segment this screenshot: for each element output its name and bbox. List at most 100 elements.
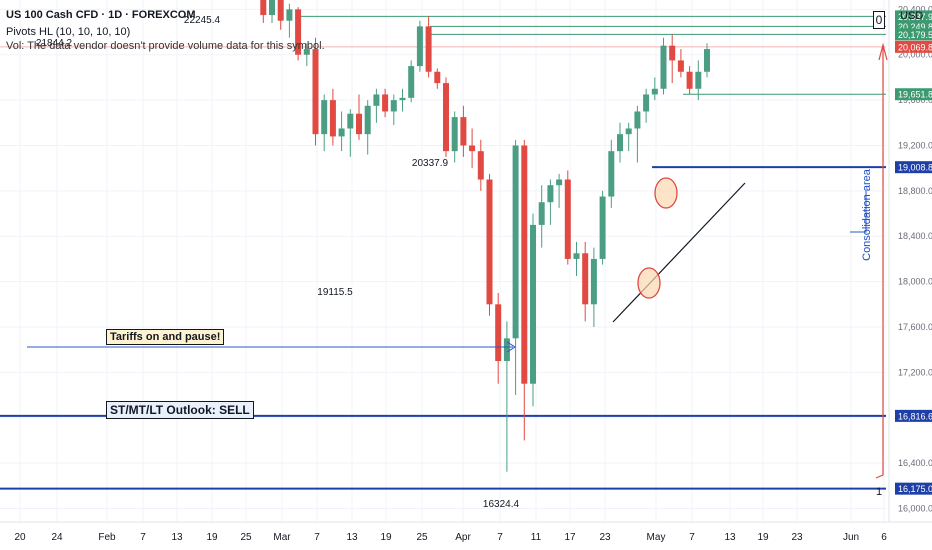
currency-label[interactable]: USD: [900, 10, 924, 22]
volume-indicator-label[interactable]: Vol: The data vendor doesn't provide vol…: [6, 40, 325, 52]
candle-down: [477, 151, 484, 180]
candle-up: [451, 117, 458, 152]
pivot-label: 19115.5: [317, 287, 353, 298]
price-tag-label: 20,249.8: [898, 22, 932, 32]
pivot-label: 22245.4: [184, 15, 221, 26]
zero-badge: 0: [873, 11, 885, 29]
time-tick-label: 13: [171, 532, 183, 543]
price-tick-label: 18,400.0: [898, 231, 932, 241]
price-tick-label: 16,400.0: [898, 458, 932, 468]
candle-up: [321, 100, 328, 135]
outlook-annotation: ST/MT/LT Outlook: SELL: [106, 401, 254, 419]
candle-down: [677, 60, 684, 72]
candle-down: [260, 0, 267, 16]
pivot-label: 20337.9: [412, 158, 449, 169]
time-tick-label: 6: [881, 532, 887, 543]
candle-up: [408, 66, 415, 98]
price-tag-label: 19,008.8: [898, 163, 932, 173]
candle-up: [651, 88, 658, 95]
time-tick-label: 7: [140, 532, 146, 543]
time-tick-label: 24: [51, 532, 63, 543]
candle-up: [695, 71, 702, 89]
time-tick-label: Mar: [273, 532, 291, 543]
time-tick-label: 23: [599, 532, 611, 543]
price-tick-label: 20,400.0: [898, 4, 932, 14]
candle-up: [338, 128, 345, 137]
candle-down: [460, 117, 467, 146]
candle-down: [582, 253, 589, 305]
price-tag-label: 19,651.8: [898, 90, 932, 100]
candle-down: [434, 71, 441, 84]
price-tag: [895, 161, 932, 174]
candle-down: [295, 9, 302, 55]
candle-up: [347, 113, 354, 129]
price-tag: [895, 409, 932, 422]
candle-up: [364, 105, 371, 135]
time-tick-label: Feb: [98, 532, 116, 543]
price-tag: [895, 10, 932, 23]
highlight-circle: [654, 177, 678, 209]
candle-up: [399, 97, 406, 101]
candle-down: [686, 71, 693, 89]
candle-down: [486, 179, 493, 305]
pivot-label: 16324.4: [483, 499, 520, 510]
candle-up: [530, 224, 536, 384]
projection-line: [875, 45, 884, 479]
price-axis-background: [889, 0, 932, 522]
highlight-circle: [637, 267, 661, 299]
price-tag-label: 20,337.9: [898, 12, 932, 22]
candle-up: [590, 258, 597, 305]
candle-down: [312, 49, 319, 135]
candle-up: [556, 179, 563, 186]
time-tick-label: 19: [380, 532, 392, 543]
price-tag-label: 20,069.8: [898, 42, 932, 52]
price-tick-label: 19,200.0: [898, 140, 932, 150]
time-tick-label: 13: [724, 532, 736, 543]
candle-down: [443, 83, 449, 152]
symbol-title[interactable]: US 100 Cash CFD · 1D · FOREXCOM: [6, 9, 196, 21]
price-tag-label: 20,179.5: [898, 30, 932, 40]
tariffs-annotation: Tariffs on and pause!: [106, 329, 225, 345]
candle-up: [643, 94, 650, 112]
candle-down: [356, 113, 362, 135]
price-tick-label: 18,800.0: [898, 186, 932, 196]
pivot-labels: 21844.2 22245.4 20337.9 19115.5 16324.4: [36, 15, 520, 510]
price-tag: [895, 28, 932, 41]
time-tick-label: 7: [497, 532, 503, 543]
trend-line: [612, 182, 746, 323]
price-tick-label: 17,600.0: [898, 322, 932, 332]
candle-up: [512, 145, 519, 339]
candle-up: [599, 196, 606, 259]
candle-up: [625, 128, 632, 135]
candle-up: [373, 94, 380, 106]
pivots-indicator-label[interactable]: Pivots HL (10, 10, 10, 10): [6, 26, 131, 38]
projection-arrow: [878, 42, 888, 61]
time-tick-label: 7: [314, 532, 320, 543]
candle-down: [382, 94, 389, 112]
candle-up: [704, 49, 710, 72]
time-tick-label: 13: [346, 532, 358, 543]
candle-up: [416, 26, 423, 67]
price-tick-label: 18,000.0: [898, 277, 932, 287]
time-axis[interactable]: 20 24 Feb 7 13 19 25 Mar 7 13 19 25 Apr 7 11 17 23 May 7 13…: [0, 521, 932, 550]
candle-down: [521, 145, 528, 384]
candlestick-series: [260, 0, 710, 472]
arrow-head: [506, 341, 516, 353]
time-tick-label: Jun: [843, 532, 859, 543]
price-tag-label: 16,175.0: [898, 484, 932, 494]
price-tag: [895, 482, 932, 495]
price-axis[interactable]: 16,000.016,400.016,800.017,200.017,600.0…: [888, 0, 932, 522]
time-axis-background: [0, 522, 932, 550]
time-tick-label: 19: [206, 532, 218, 543]
candle-up: [303, 49, 310, 55]
candle-up: [538, 202, 545, 225]
chart-drawings: [27, 42, 888, 479]
one-badge: 1: [876, 486, 883, 498]
candle-down: [277, 0, 284, 21]
time-tick-label: 11: [531, 532, 542, 543]
candle-up: [547, 185, 554, 203]
time-tick-label: 20: [14, 532, 26, 543]
consolidation-area-label: Consolidation area: [861, 169, 873, 261]
time-tick-label: 25: [240, 532, 252, 543]
